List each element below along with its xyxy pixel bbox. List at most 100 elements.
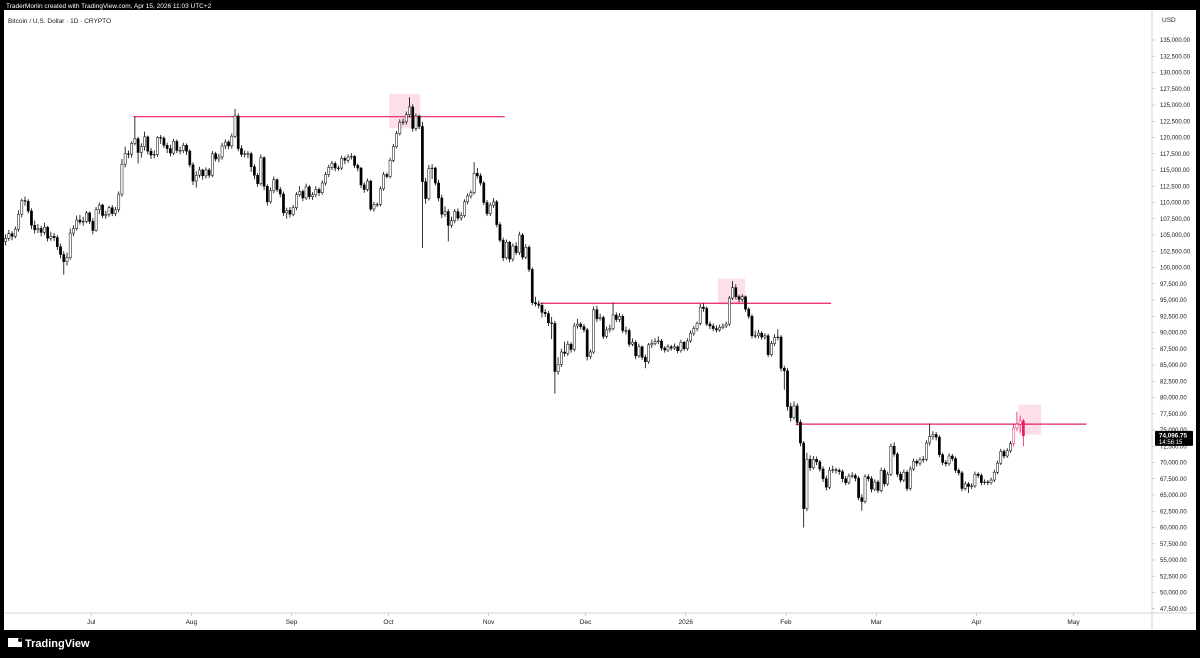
candle-body <box>388 160 392 177</box>
candle-body <box>475 173 479 177</box>
candle-body <box>172 141 175 154</box>
candle-body <box>488 204 492 214</box>
x-tick-label: Dec <box>580 619 592 626</box>
candle-body <box>886 473 890 485</box>
candle-body <box>404 114 408 123</box>
candle-body <box>227 141 230 147</box>
candle-body <box>4 238 7 242</box>
candle-body <box>327 167 331 175</box>
x-tick-label: 2026 <box>679 619 694 626</box>
candle-body <box>576 323 579 327</box>
candle-body <box>1018 420 1022 425</box>
candle-body <box>149 150 153 156</box>
candle-body <box>214 153 217 160</box>
candle-body <box>243 153 247 155</box>
candle-body <box>976 473 980 476</box>
candle-body <box>169 148 172 154</box>
candle-body <box>165 145 169 149</box>
candle-body <box>240 148 243 155</box>
y-tick-label: 80,000.00 <box>1160 396 1187 402</box>
candle-body <box>26 200 30 212</box>
y-tick-label: 122,500.00 <box>1160 119 1191 125</box>
y-tick-label: 52,500.00 <box>1160 574 1187 580</box>
candle-body <box>915 460 919 464</box>
candle-body <box>802 442 806 509</box>
candle-body <box>382 174 385 190</box>
candle-body <box>411 106 415 129</box>
y-tick-label: 92,500.00 <box>1160 314 1187 320</box>
candle-body <box>246 153 250 155</box>
candle-body <box>401 121 405 123</box>
y-tick-label: 65,000.00 <box>1160 493 1187 499</box>
candle-body <box>194 174 198 182</box>
candle-body <box>876 481 880 491</box>
candle-body <box>443 211 447 215</box>
y-tick-label: 82,500.00 <box>1160 379 1187 385</box>
y-tick-label: 72,500.00 <box>1160 444 1187 450</box>
logo: TradingView <box>8 638 90 650</box>
candle-body <box>747 308 751 317</box>
candle-body <box>356 165 360 169</box>
candle-body <box>912 460 915 470</box>
candle-body <box>46 226 49 239</box>
candle-body <box>185 145 188 152</box>
candle-body <box>653 341 657 344</box>
candle-body <box>10 233 14 237</box>
candle-body <box>857 477 860 498</box>
candle-body <box>837 470 841 472</box>
candle-body <box>49 236 53 239</box>
y-tick-label: 70,000.00 <box>1160 461 1187 467</box>
candle-body <box>834 469 838 471</box>
x-tick-label: Sep <box>286 619 298 626</box>
candle-body <box>505 241 508 258</box>
candle-body <box>220 145 224 158</box>
candle-body <box>72 228 75 234</box>
candle-body <box>928 436 932 444</box>
candle-body <box>650 343 654 346</box>
candle-body <box>569 343 573 350</box>
candle-body <box>459 215 463 219</box>
candle-body <box>133 138 137 144</box>
candle-body <box>702 306 705 309</box>
candle-body <box>844 478 848 483</box>
candle-body <box>139 146 143 153</box>
candle-body <box>285 210 289 214</box>
x-tick-label: Apr <box>971 619 982 626</box>
y-tick-label: 67,500.00 <box>1160 477 1187 483</box>
candle-body <box>879 470 883 491</box>
y-tick-label: 47,500.00 <box>1160 607 1187 613</box>
candle-body <box>592 309 596 353</box>
candle-body <box>521 234 524 258</box>
candle-body <box>695 323 699 329</box>
x-tick-label: Aug <box>186 619 198 626</box>
candle-body <box>763 335 767 338</box>
candle-body <box>938 436 941 455</box>
candle-body <box>78 219 82 223</box>
candle-body <box>905 472 909 489</box>
candle-body <box>492 201 495 206</box>
last-price-label: 74,096.75 <box>1159 432 1188 439</box>
candle-body <box>934 434 938 438</box>
candle-body <box>101 204 104 216</box>
y-tick-label: 117,500.00 <box>1160 152 1190 158</box>
candle-body <box>421 126 424 182</box>
candle-body <box>324 174 327 184</box>
candle-body <box>841 471 844 480</box>
candle-body <box>152 154 156 156</box>
logo-mark <box>8 638 22 647</box>
candle-body <box>440 197 444 215</box>
candle-body <box>395 133 398 147</box>
candle-body <box>81 221 85 223</box>
candle-body <box>278 189 282 195</box>
candle-body <box>17 213 20 230</box>
candle-body <box>711 325 715 329</box>
candle-body <box>753 335 757 337</box>
candle-body <box>427 168 431 199</box>
candle-body <box>760 332 764 338</box>
candle-body <box>973 473 977 487</box>
y-tick-label: 115,000.00 <box>1160 168 1190 174</box>
candle-body <box>957 470 961 474</box>
candle-body <box>337 167 340 169</box>
candle-body <box>789 406 793 418</box>
y-tick-label: 135,000.00 <box>1160 38 1191 44</box>
